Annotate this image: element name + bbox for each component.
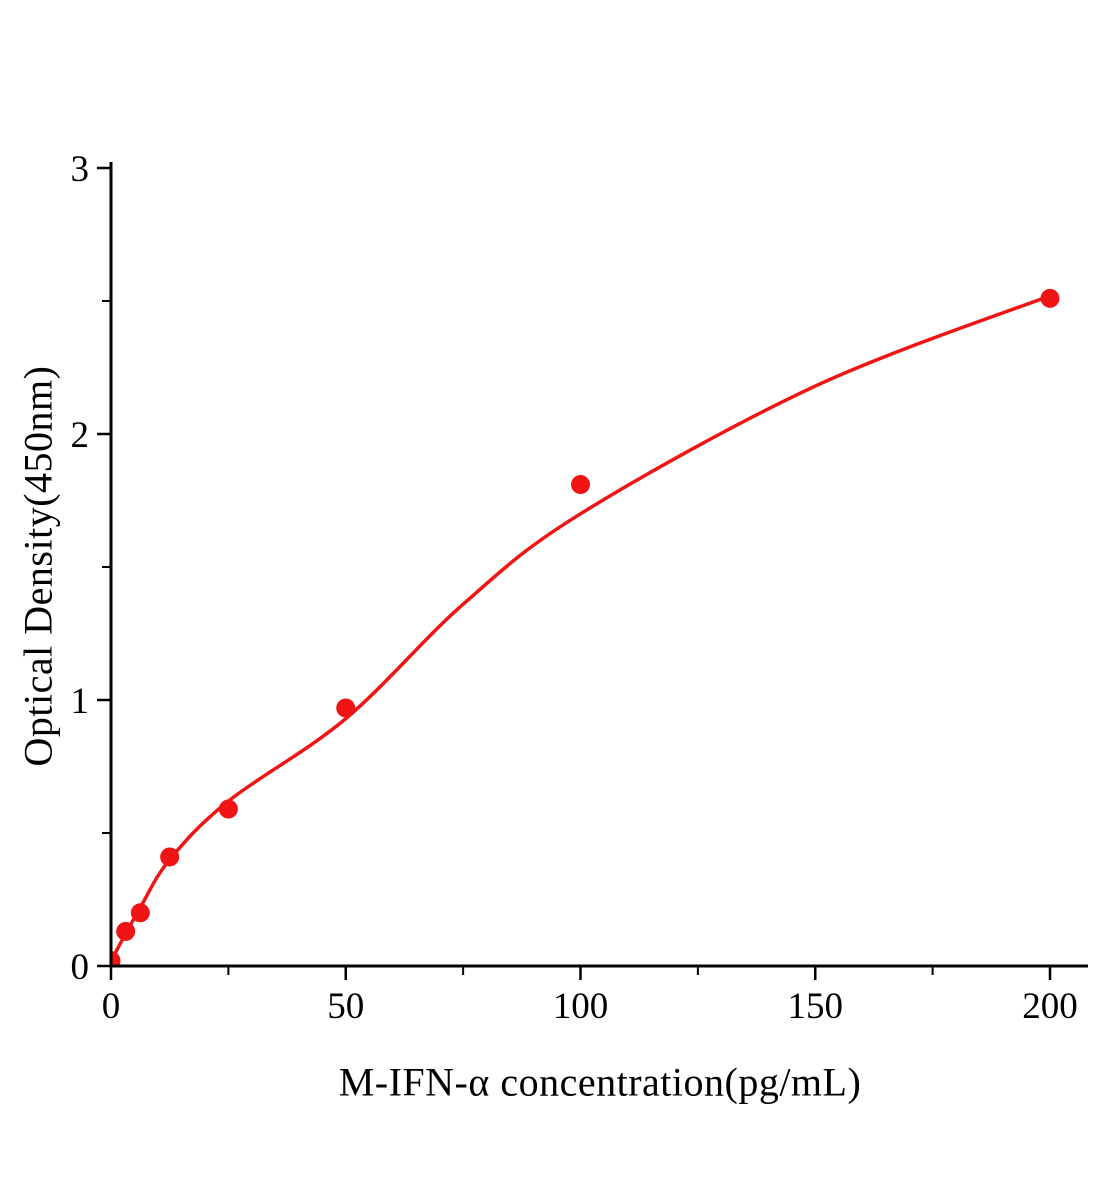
x-tick-label: 200 bbox=[1022, 986, 1078, 1027]
y-tick-label: 1 bbox=[71, 681, 90, 722]
y-axis-label: Optical Density(450nm) bbox=[15, 365, 61, 767]
data-point bbox=[160, 847, 180, 867]
y-tick-label: 3 bbox=[71, 149, 90, 190]
fit-curve bbox=[112, 293, 1052, 962]
y-tick-label: 2 bbox=[71, 415, 90, 456]
y-tick-label: 0 bbox=[71, 947, 90, 988]
data-point bbox=[116, 921, 136, 941]
x-tick-label: 100 bbox=[553, 986, 609, 1027]
x-tick-label: 0 bbox=[102, 986, 121, 1027]
data-point bbox=[336, 698, 356, 718]
x-axis-label: M-IFN-α concentration(pg/mL) bbox=[338, 1059, 862, 1105]
data-point bbox=[112, 951, 121, 965]
x-tick-label: 50 bbox=[327, 986, 364, 1027]
major-ticks bbox=[97, 166, 1052, 980]
data-points bbox=[112, 288, 1060, 965]
data-point bbox=[1040, 288, 1060, 308]
minor-ticks bbox=[102, 300, 934, 975]
axis-lines bbox=[109, 162, 1088, 968]
axes-layer bbox=[97, 162, 1088, 980]
fit-curve-layer bbox=[112, 293, 1052, 962]
x-tick-label: 150 bbox=[788, 986, 844, 1027]
tick-labels-layer: 0 50 100 150 200 0 1 2 3 bbox=[71, 149, 1078, 1027]
data-point bbox=[571, 475, 590, 495]
data-points-layer bbox=[112, 288, 1060, 965]
data-point bbox=[130, 903, 150, 923]
data-point bbox=[218, 799, 238, 819]
